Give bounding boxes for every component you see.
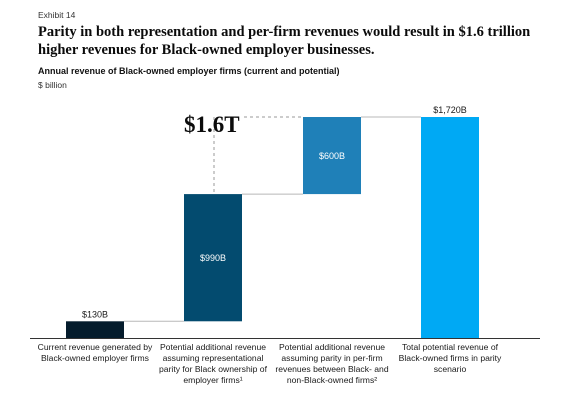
bar: [184, 194, 242, 322]
bar: [303, 117, 361, 195]
category-label-representation: Potential additional revenue assuming re…: [159, 342, 267, 385]
unit-label: $ billion: [38, 80, 67, 90]
chart-title: Parity in both representation and per-fi…: [38, 24, 531, 58]
category-label-current: Current revenue generated by Black-owned…: [37, 342, 153, 363]
exhibit-label: Exhibit 14: [38, 10, 76, 20]
total-increase-callout: $1.6T: [184, 112, 240, 137]
data-label: $990B: [200, 253, 226, 263]
category-label-per-firm: Potential additional revenue assuming pa…: [275, 342, 389, 385]
chart-subtitle: Annual revenue of Black-owned employer f…: [38, 66, 340, 76]
bar: [66, 321, 124, 338]
bar: [421, 117, 479, 338]
data-label: $130B: [82, 309, 108, 319]
data-label: $600B: [319, 151, 345, 161]
data-label: $1,720B: [433, 105, 467, 115]
category-label-total: Total potential revenue of Black-owned f…: [398, 342, 502, 374]
